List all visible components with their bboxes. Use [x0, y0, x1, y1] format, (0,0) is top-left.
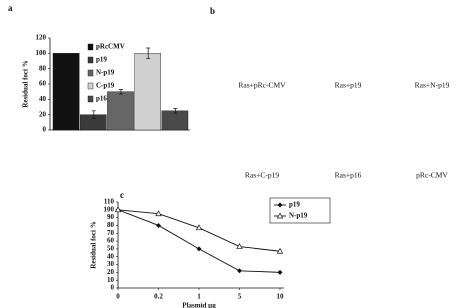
marker — [196, 246, 202, 252]
legend-marker — [277, 202, 283, 208]
y-tick-label: 10 — [107, 276, 115, 284]
y-tick-label: 50 — [107, 245, 115, 253]
legend-label: p19 — [289, 201, 300, 209]
bar — [107, 91, 134, 131]
legend-swatch — [87, 43, 94, 51]
x-tick-label: 5 — [238, 293, 242, 301]
line — [117, 209, 281, 273]
marker — [236, 243, 243, 249]
legend-label: N-p19 — [289, 212, 308, 220]
y-tick-label: 120 — [36, 34, 47, 42]
legend-label: p16 — [96, 95, 107, 103]
legend-box — [269, 197, 331, 224]
image-caption: Ras+p19 — [335, 81, 362, 90]
x-axis-title: Plasmid µg — [182, 302, 216, 308]
x-tick-label: 0.2 — [154, 293, 163, 301]
x-tick-label: 0 — [116, 293, 120, 301]
y-tick-label: 80 — [39, 64, 47, 72]
legend-swatch — [87, 69, 94, 77]
legend-label: p19 — [96, 56, 107, 64]
marker — [276, 247, 284, 254]
legend-swatch — [87, 95, 94, 103]
bar — [79, 114, 107, 131]
legend-swatch — [87, 56, 94, 64]
y-tick-label: 100 — [36, 49, 47, 57]
marker — [155, 210, 162, 217]
y-tick-label: 100 — [104, 205, 115, 213]
legend-label: C-p19 — [96, 82, 115, 90]
y-tick-label: 60 — [107, 237, 115, 245]
y-tick-label: 0 — [111, 284, 115, 292]
error-bar — [146, 47, 151, 60]
image-caption: Ras+p16 — [335, 171, 362, 180]
x-tick-label: 10 — [277, 293, 285, 301]
y-tick-label: 80 — [107, 221, 115, 229]
image-caption: Ras+pRc-CMV — [238, 81, 286, 90]
y-tick-label: 70 — [107, 229, 115, 237]
panel-label: b — [210, 6, 215, 16]
legend-swatch — [87, 82, 94, 90]
error-bar — [119, 89, 123, 95]
y-tick-label: 0 — [43, 126, 47, 134]
legend-label: pRcCMV — [96, 43, 125, 51]
bar — [161, 110, 189, 131]
y-axis-title: Residual foci % — [22, 60, 30, 107]
error-bar — [91, 110, 96, 119]
marker — [195, 224, 203, 231]
marker — [156, 222, 161, 228]
bar — [52, 53, 80, 131]
panel-label: a — [8, 3, 13, 13]
y-tick-label: 20 — [107, 268, 115, 276]
y-tick-label: 40 — [39, 95, 47, 103]
y-tick-label: 20 — [39, 110, 47, 118]
image-caption: pRc-CMV — [416, 171, 448, 180]
y-axis-title: Residual foci % — [90, 221, 98, 268]
error-bar — [173, 108, 178, 114]
x-tick-label: 1 — [197, 293, 201, 301]
marker — [114, 206, 122, 213]
legend-marker — [276, 212, 284, 219]
panel-label: c — [120, 190, 124, 200]
y-tick-label: 90 — [107, 213, 115, 221]
y-tick-label: 30 — [107, 260, 115, 268]
line — [117, 209, 281, 252]
image-caption: Ras+C-p19 — [245, 171, 279, 180]
image-caption: Ras+N-p19 — [415, 81, 450, 90]
y-tick-label: 40 — [107, 252, 115, 260]
marker — [277, 269, 283, 275]
y-tick-label: 110 — [104, 198, 115, 206]
marker — [237, 268, 242, 274]
legend-label: N-p19 — [96, 69, 115, 77]
bar — [134, 53, 162, 131]
y-tick-label: 60 — [39, 80, 47, 88]
